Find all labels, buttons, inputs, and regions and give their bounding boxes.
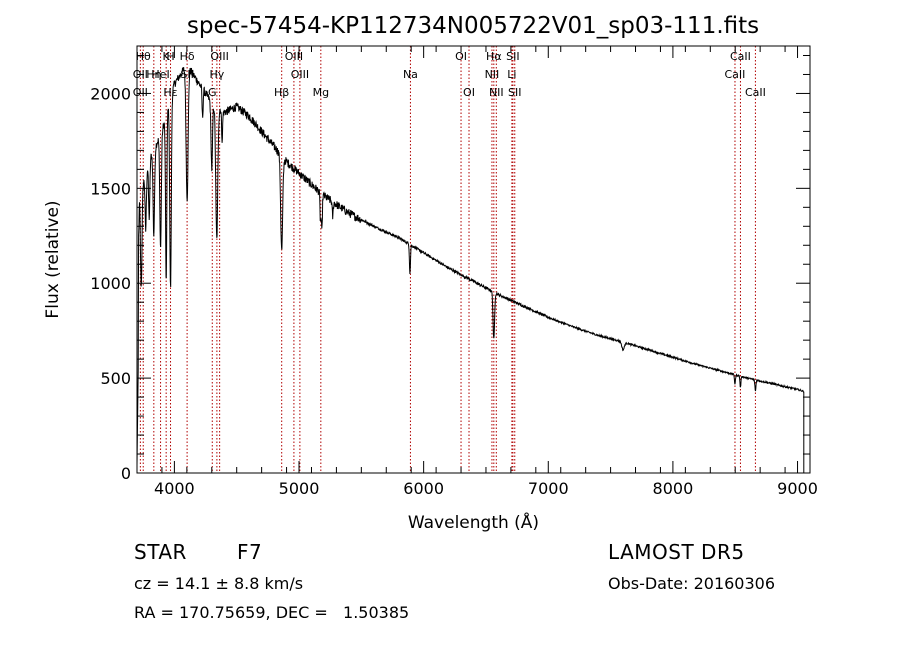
line-marker-label: CaII: [730, 50, 751, 63]
line-marker-label: Mg: [313, 86, 329, 99]
coordinates-text: RA = 170.75659, DEC = 1.50385: [134, 603, 410, 622]
y-tick-label: 1500: [90, 179, 131, 198]
survey-name: LAMOST DR5: [608, 540, 745, 564]
line-marker-label: OIII: [291, 68, 309, 81]
line-marker-label: Hη: [146, 68, 161, 81]
y-tick-label: 1000: [90, 274, 131, 293]
x-tick-label: 7000: [528, 479, 569, 498]
line-marker-label: NII: [489, 86, 504, 99]
line-marker-label: Hδ: [180, 50, 195, 63]
y-tick-label: 2000: [90, 84, 131, 103]
line-marker-label: OIII: [285, 50, 303, 63]
line-marker-label: SII: [506, 50, 519, 63]
object-subclass: F7: [237, 540, 263, 564]
object-class: STAR: [134, 540, 187, 564]
line-marker-label: Na: [403, 68, 418, 81]
x-axis-label: Wavelength (Å): [408, 511, 539, 533]
line-marker-label: NII: [485, 68, 500, 81]
y-axis-label: Flux (relative): [43, 200, 63, 318]
line-marker-label: CaII: [725, 68, 746, 81]
redshift-text: cz = 14.1 ± 8.8 km/s: [134, 574, 304, 593]
line-marker-labels: OIIOIIHθHηHeIKHHεHδSIIGHγOIIIHβOIIIOIIIM…: [133, 50, 766, 99]
line-marker-label: OIII: [210, 50, 228, 63]
line-marker-label: Hε: [163, 86, 177, 99]
x-tick-label: 9000: [777, 479, 818, 498]
chart-title: spec-57454-KP112734N005722V01_sp03-111.f…: [187, 13, 759, 39]
line-marker-label: CaII: [745, 86, 766, 99]
plot-frame: [136, 45, 811, 474]
obs-date-text: Obs-Date: 20160306: [608, 574, 776, 593]
line-marker-label: Li: [507, 68, 516, 81]
x-tick-label: 8000: [653, 479, 694, 498]
line-marker-label: OII: [133, 86, 148, 99]
spectrum-line: [136, 67, 805, 473]
x-tick-label: 5000: [279, 479, 320, 498]
line-marker-label: G: [208, 86, 217, 99]
line-marker-label: Hα: [486, 50, 502, 63]
line-marker-label: Hθ: [136, 50, 151, 63]
line-marker-label: SII: [508, 86, 521, 99]
line-marker-label: HeI: [151, 68, 169, 81]
line-marker-label: OI: [455, 50, 467, 63]
x-tick-label: 4000: [154, 479, 195, 498]
y-tick-label: 0: [121, 464, 131, 483]
line-marker-label: H: [166, 50, 174, 63]
line-marker-label: K: [163, 50, 171, 63]
y-tick-label: 500: [100, 369, 131, 388]
line-marker-label: OI: [463, 86, 475, 99]
axis-ticks: 4000 5000 6000 7000 8000 9000 0 500 1000 1500 2000: [90, 46, 818, 498]
line-marker-label: Hβ: [274, 86, 289, 99]
x-tick-label: 6000: [403, 479, 444, 498]
line-marker-label: Hγ: [209, 68, 224, 81]
